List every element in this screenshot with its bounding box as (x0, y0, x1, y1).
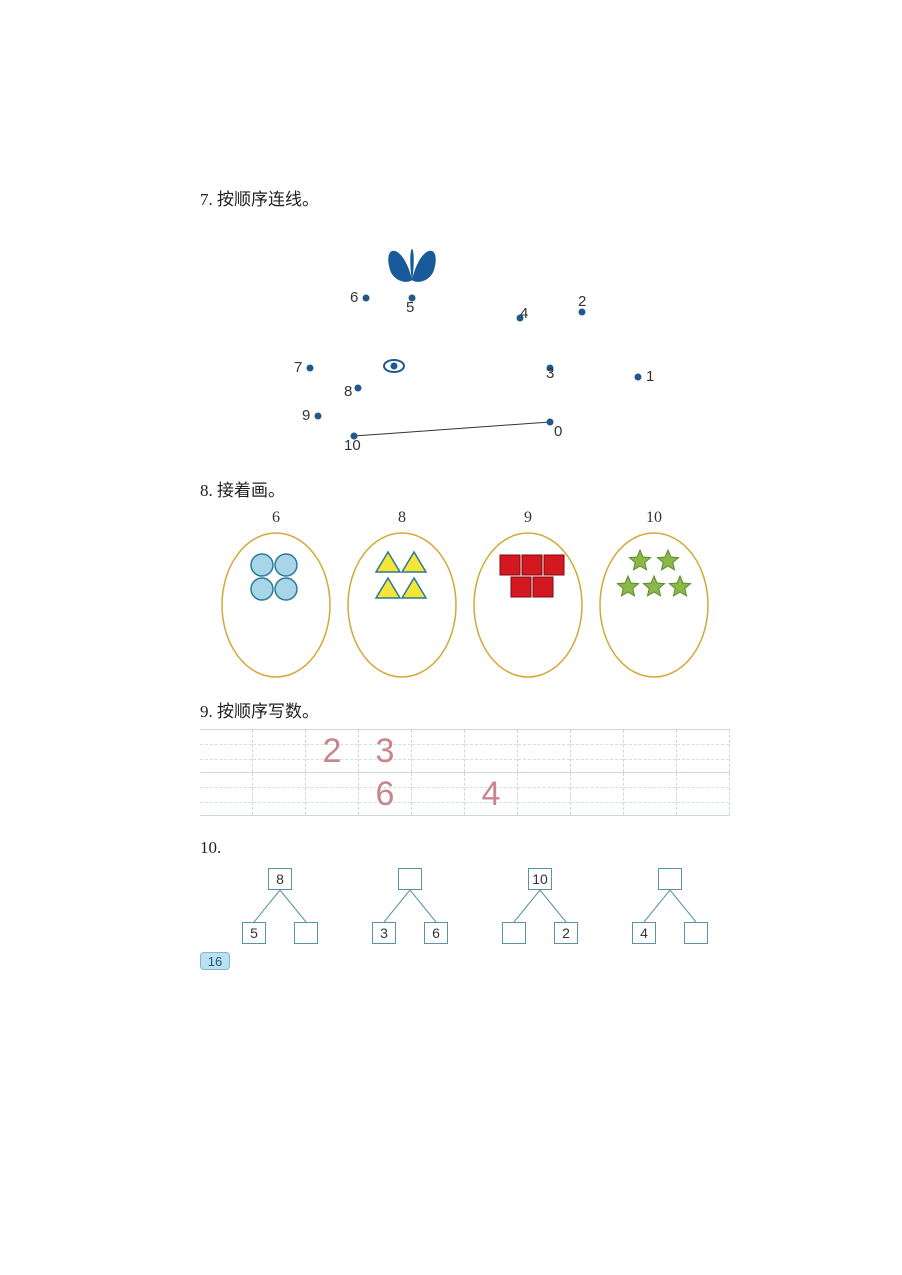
writing-row: 64 (200, 772, 730, 816)
writing-cell: 6 (359, 773, 412, 815)
writing-row: 23 (200, 729, 730, 773)
dot-0 (547, 419, 554, 426)
writing-cell (412, 730, 465, 772)
writing-cell (412, 773, 465, 815)
writing-cell (306, 773, 359, 815)
oval-target-number: 10 (598, 509, 710, 527)
oval-group: 8 (346, 509, 458, 679)
q9-title: 9. 按顺序写数。 (200, 697, 730, 722)
svg-text:6: 6 (350, 289, 358, 306)
writing-cell (200, 730, 253, 772)
bond-box-left (502, 922, 526, 944)
number-bond: 85 (230, 868, 330, 948)
writing-cell (518, 773, 571, 815)
svg-text:10: 10 (344, 437, 361, 454)
dot-1 (635, 374, 642, 381)
writing-cell (465, 730, 518, 772)
dot-9 (315, 413, 322, 420)
writing-cell (624, 730, 677, 772)
svg-text:9: 9 (302, 407, 310, 424)
svg-text:2: 2 (578, 293, 586, 310)
oval-group: 10 (598, 509, 710, 679)
number-bond: 10 2 (490, 868, 590, 948)
dot-7 (307, 365, 314, 372)
bond-box-left: 3 (372, 922, 396, 944)
number-bond: 4 (620, 868, 720, 948)
writing-cell: 2 (306, 730, 359, 772)
writing-cell: 4 (465, 773, 518, 815)
writing-cell (571, 773, 624, 815)
bond-box-left: 5 (242, 922, 266, 944)
svg-text:4: 4 (520, 305, 528, 322)
preset-digit: 6 (376, 775, 395, 814)
bond-box-top (658, 868, 682, 890)
preset-digit: 3 (376, 732, 395, 771)
svg-text:1: 1 (646, 368, 654, 385)
bond-box-right: 6 (424, 922, 448, 944)
number-bond: 36 (360, 868, 460, 948)
writing-cell (677, 730, 730, 772)
oval-target-number: 8 (346, 509, 458, 527)
svg-text:7: 7 (294, 359, 302, 376)
dot-8 (355, 385, 362, 392)
q7-title: 7. 按顺序连线。 (200, 185, 730, 210)
svg-text:8: 8 (344, 383, 352, 400)
writing-cell (253, 730, 306, 772)
svg-text:3: 3 (546, 365, 554, 382)
page-number: 16 (200, 952, 230, 970)
q7-diagram: 0 1 2 3 4 5 6 7 8 9 10 (220, 218, 680, 458)
writing-cell (200, 773, 253, 815)
bond-box-left: 4 (632, 922, 656, 944)
svg-text:0: 0 (554, 423, 562, 440)
oval-group: 6 (220, 509, 332, 679)
writing-cell (677, 773, 730, 815)
dot-6 (363, 295, 370, 302)
bond-box-right (294, 922, 318, 944)
bond-box-right (684, 922, 708, 944)
oval-target-number: 6 (220, 509, 332, 527)
writing-cell (253, 773, 306, 815)
writing-cell: 3 (359, 730, 412, 772)
bond-box-top: 8 (268, 868, 292, 890)
bond-box-top: 10 (528, 868, 552, 890)
q8-title: 8. 接着画。 (200, 476, 730, 501)
bond-box-top (398, 868, 422, 890)
svg-text:5: 5 (406, 299, 414, 316)
writing-cell (624, 773, 677, 815)
writing-cell (571, 730, 624, 772)
oval-group: 9 (472, 509, 584, 679)
bond-box-right: 2 (554, 922, 578, 944)
preset-digit: 2 (323, 732, 342, 771)
oval-target-number: 9 (472, 509, 584, 527)
writing-cell (518, 730, 571, 772)
preset-digit: 4 (482, 775, 501, 814)
q10-title: 10. (200, 838, 730, 858)
